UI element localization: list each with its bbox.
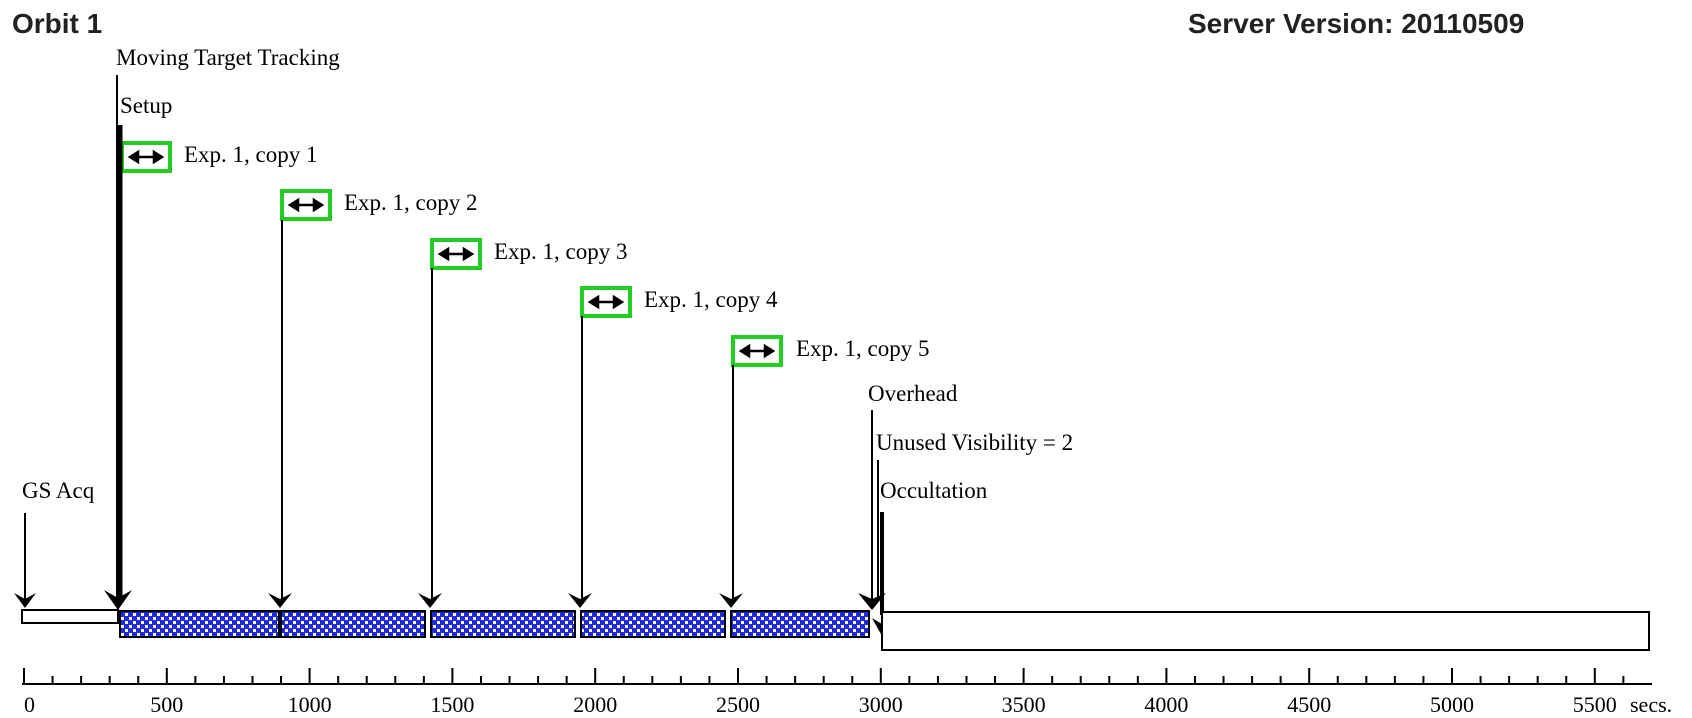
exposure-4: Exp. 1, copy 4 bbox=[580, 286, 778, 318]
axis-tick-label: 2500 bbox=[716, 692, 760, 717]
exposure-label: Exp. 1, copy 5 bbox=[796, 336, 930, 361]
gs-acq-bar bbox=[21, 609, 119, 624]
exposure-label: Exp. 1, copy 4 bbox=[644, 287, 778, 312]
gs-acq-label: GS Acq bbox=[22, 478, 95, 503]
axis-tick-label: 500 bbox=[150, 692, 183, 717]
axis-tick-label: 1500 bbox=[430, 692, 474, 717]
double-arrow-icon bbox=[287, 197, 325, 213]
exposure-label: Exp. 1, copy 1 bbox=[184, 142, 318, 167]
exposure-bar bbox=[580, 610, 726, 638]
arrowhead-icon bbox=[104, 590, 132, 610]
arrowhead-icon bbox=[14, 593, 36, 608]
axis-tick-labels: 0 500 1000 1500 2000 2500 3000 3500 4000 4500 5000… bbox=[24, 692, 1617, 717]
axis-unit-label: secs. bbox=[1630, 692, 1672, 717]
axis-tick-label: 3500 bbox=[1002, 692, 1046, 717]
axis-tick-label: 1000 bbox=[288, 692, 332, 717]
double-arrow-icon bbox=[587, 294, 625, 310]
exposure-3: Exp. 1, copy 3 bbox=[430, 238, 628, 270]
moving-target-tracking-label: Moving Target Tracking bbox=[116, 45, 340, 70]
arrowhead-icon bbox=[719, 593, 743, 608]
double-arrow-icon bbox=[738, 343, 776, 359]
orbit-title: Orbit 1 bbox=[12, 8, 102, 39]
double-arrow-icon bbox=[437, 246, 475, 262]
exposure-2: Exp. 1, copy 2 bbox=[280, 189, 478, 221]
arrowhead-icon bbox=[858, 593, 886, 610]
arrowhead-icon bbox=[418, 593, 442, 608]
exposure-1: Exp. 1, copy 1 bbox=[120, 141, 318, 173]
double-arrow-icon bbox=[127, 149, 165, 165]
axis-tick-label: 4000 bbox=[1144, 692, 1188, 717]
unused-visibility-label: Unused Visibility = 2 bbox=[876, 430, 1073, 455]
occultation-label: Occultation bbox=[880, 478, 988, 503]
axis-ticks bbox=[23, 668, 1625, 684]
exposure-label: Exp. 1, copy 2 bbox=[344, 190, 478, 215]
axis-tick-label: 3000 bbox=[859, 692, 903, 717]
axis-tick-label: 5000 bbox=[1430, 692, 1474, 717]
timeline-bars bbox=[21, 609, 1650, 651]
exposure-label: Exp. 1, copy 3 bbox=[494, 239, 628, 264]
exposure-bar bbox=[119, 610, 280, 638]
exposure-bar bbox=[280, 610, 426, 638]
server-version: Server Version: 20110509 bbox=[1188, 8, 1524, 39]
occultation-bar bbox=[881, 611, 1650, 651]
exposure-bar bbox=[730, 610, 870, 638]
arrowhead-icon bbox=[268, 593, 292, 608]
arrowhead-icon bbox=[568, 593, 592, 608]
exposure-5: Exp. 1, copy 5 bbox=[731, 335, 930, 367]
overhead-label: Overhead bbox=[868, 381, 958, 406]
exposure-bar bbox=[430, 610, 576, 638]
axis-tick-label: 2000 bbox=[573, 692, 617, 717]
axis-tick-label: 4500 bbox=[1287, 692, 1331, 717]
time-axis: 0 500 1000 1500 2000 2500 3000 3500 4000 4500 5000… bbox=[22, 668, 1672, 717]
axis-tick-label: 5500 bbox=[1573, 692, 1617, 717]
setup-label: Setup bbox=[120, 93, 172, 118]
axis-tick-label: 0 bbox=[24, 692, 35, 717]
